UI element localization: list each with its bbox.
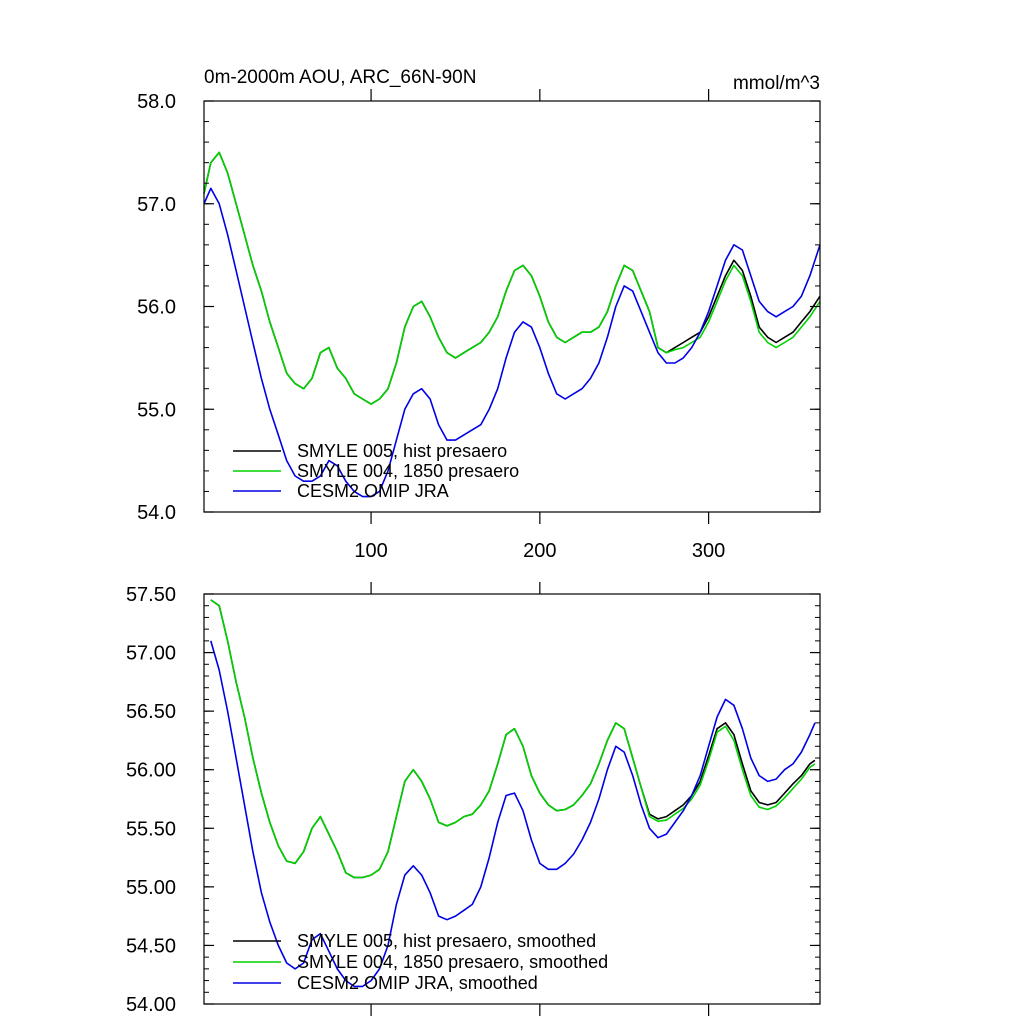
y-tick-label: 54.0 xyxy=(137,502,176,524)
y-tick-label: 54.00 xyxy=(126,994,176,1016)
x-tick-label: 100 xyxy=(354,540,387,562)
x-tick-label: 300 xyxy=(692,540,725,562)
legend-label: SMYLE 005, hist presaero xyxy=(297,441,507,461)
series-line-2 xyxy=(210,599,816,879)
chart-title: 0m-2000m AOU, ARC_66N-90N xyxy=(204,67,476,88)
y-tick-label: 55.0 xyxy=(137,399,176,421)
y-tick-label: 56.00 xyxy=(126,760,176,782)
bottom-panel: 54.00 54.50 55.00 55.50 56.00 56.50 57.00 57.50… xyxy=(126,582,821,1016)
legend-label: CESM2 OMIP JRA xyxy=(297,481,449,501)
legend-label: SMYLE 005, hist presaero, smoothed xyxy=(297,931,596,951)
x-tick-label: 200 xyxy=(523,540,556,562)
series-line-2 xyxy=(203,151,821,405)
series-line-3 xyxy=(210,640,816,988)
units-label: mmol/m^3 xyxy=(733,73,820,94)
series-line-1 xyxy=(210,599,816,879)
y-tick-label: 57.00 xyxy=(126,643,176,665)
y-tick-label: 56.50 xyxy=(126,701,176,723)
y-tick-label: 55.00 xyxy=(126,877,176,899)
plot-frame xyxy=(203,593,821,1005)
y-tick-label: 57.0 xyxy=(137,194,176,216)
series-line-3 xyxy=(203,187,821,498)
top-panel: 54.0 55.0 56.0 57.0 58.0 100 200 300 SMYLE 005, … xyxy=(137,89,821,562)
y-tick-label: 56.0 xyxy=(137,297,176,319)
legend-label: SMYLE 004, 1850 presaero, smoothed xyxy=(297,952,608,972)
legend-label: CESM2 OMIP JRA, smoothed xyxy=(297,973,538,993)
y-tick-label: 54.50 xyxy=(126,935,176,957)
y-tick-label: 55.50 xyxy=(126,818,176,840)
y-tick-label: 58.0 xyxy=(137,91,176,113)
y-tick-label: 57.50 xyxy=(126,584,176,606)
legend-label: SMYLE 004, 1850 presaero xyxy=(297,461,519,481)
